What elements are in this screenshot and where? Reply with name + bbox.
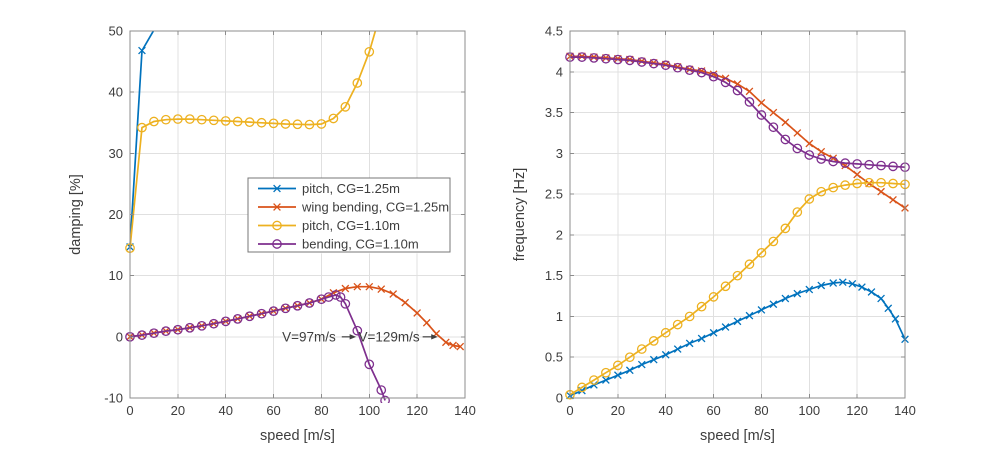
x-axis-label: speed [m/s] xyxy=(700,428,775,444)
legend-label: pitch, CG=1.10m xyxy=(302,218,400,233)
x-tick-label: 20 xyxy=(611,403,625,418)
y-axis-label: damping [%] xyxy=(68,174,84,255)
y-tick-label: 0.5 xyxy=(545,350,563,365)
x-tick-label: 60 xyxy=(706,403,720,418)
y-tick-label: 10 xyxy=(109,268,123,283)
x-tick-label: 140 xyxy=(454,403,476,418)
y-tick-label: 30 xyxy=(109,146,123,161)
y-tick-label: 3 xyxy=(556,146,563,161)
series-layer xyxy=(565,52,910,400)
legend-label: wing bending, CG=1.25m xyxy=(301,200,449,215)
series-markers-pitch-cg-1-25m xyxy=(566,278,909,400)
legend-item-wing-bending-cg-1-25m: wing bending, CG=1.25m xyxy=(258,200,449,215)
x-tick-label: 120 xyxy=(846,403,868,418)
series-markers-bending-cg-1-10m xyxy=(125,290,390,403)
y-tick-label: 2.5 xyxy=(545,187,563,202)
y-tick-label: 50 xyxy=(109,24,123,39)
series-layer xyxy=(125,31,465,403)
legend-item-pitch-cg-1-10m: pitch, CG=1.10m xyxy=(258,218,400,233)
legend: pitch, CG=1.25m wing bending, CG=1.25m pit… xyxy=(247,177,452,254)
x-tick-label: 120 xyxy=(406,403,428,418)
x-tick-label: 80 xyxy=(314,403,328,418)
series-line-bending-cg-1-10m xyxy=(129,293,386,401)
x-tick-label: 140 xyxy=(894,403,916,418)
annotation-text-1: V=129m/s xyxy=(359,329,420,344)
annotation-arrow-1 xyxy=(422,334,438,340)
legend-label: bending, CG=1.10m xyxy=(302,237,419,252)
legend-label: pitch, CG=1.25m xyxy=(302,181,400,196)
axes-box xyxy=(569,30,906,399)
series-markers-pitch-cg-1-10m xyxy=(565,177,910,400)
y-axis-label: frequency [Hz] xyxy=(512,168,528,262)
legend-item-bending-cg-1-10m: bending, CG=1.10m xyxy=(258,237,419,252)
x-tick-label: 80 xyxy=(754,403,768,418)
x-tick-label: 100 xyxy=(798,403,820,418)
legend-marker-x xyxy=(273,203,281,211)
x-axis-label: speed [m/s] xyxy=(260,428,335,444)
frequency-vs-speed-plot: 0 20 40 60 80 100 120 140 0 0.5 1 1.5 2 2.5 3 3.5 4 4.5 sp… xyxy=(512,24,916,445)
y-tick-label: 1.5 xyxy=(545,268,563,283)
legend-item-pitch-cg-1-25m: pitch, CG=1.25m xyxy=(258,181,400,196)
legend-marker-x xyxy=(273,184,281,193)
y-tick-label: -10 xyxy=(104,391,123,406)
x-tick-label: 100 xyxy=(358,403,380,418)
plot-area xyxy=(570,31,905,398)
x-tick-label: 0 xyxy=(126,403,133,418)
tick-marks xyxy=(129,30,466,399)
x-tick-label: 0 xyxy=(566,403,573,418)
y-tick-label: 4 xyxy=(556,64,563,79)
annotation-arrow-0 xyxy=(341,334,357,340)
y-tick-label: 0 xyxy=(556,391,563,406)
legend-marker-o xyxy=(272,239,282,249)
x-tick-label: 60 xyxy=(266,403,280,418)
y-tick-label: 1 xyxy=(556,309,563,324)
y-tick-label: 0 xyxy=(116,329,123,344)
legend-marker-o xyxy=(272,220,282,231)
series-markers-pitch-cg-1-10m xyxy=(125,46,375,253)
tick-marks xyxy=(569,30,906,399)
annotation-text-0: V=97m/s xyxy=(282,329,336,344)
x-tick-label: 40 xyxy=(658,403,672,418)
y-tick-label: 4.5 xyxy=(545,24,563,39)
y-tick-label: 2 xyxy=(556,227,563,242)
x-tick-label: 40 xyxy=(218,403,232,418)
y-tick-label: 20 xyxy=(109,207,123,222)
series-line-pitch-cg-1-10m xyxy=(129,31,377,249)
x-tick-label: 20 xyxy=(171,403,185,418)
y-tick-label: 40 xyxy=(109,85,123,100)
y-tick-label: 3.5 xyxy=(545,105,563,120)
